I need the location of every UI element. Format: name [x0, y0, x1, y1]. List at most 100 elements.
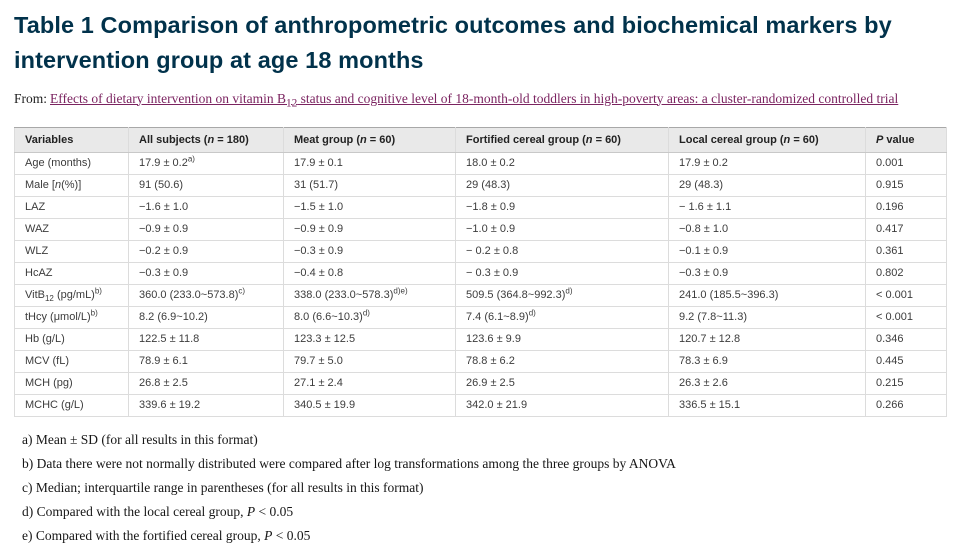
value-cell: −0.1 ± 0.9: [668, 239, 866, 263]
table-row: tHcy (μmol/L)b) 8.2 (6.9~10.2) 8.0 (6.6~10…: [14, 305, 947, 329]
variable-cell: WLZ: [14, 239, 129, 263]
value-cell: 91 (50.6): [128, 173, 284, 197]
footnote-e: e) Compared with the fortified cereal gr…: [22, 528, 311, 544]
value-cell: 79.7 ± 5.0: [283, 349, 456, 373]
variable-cell: Age (months): [14, 151, 129, 175]
value-cell: −0.9 ± 0.9: [283, 217, 456, 241]
value-cell: 8.0 (6.6~10.3)d): [283, 305, 456, 329]
table-row: Hb (g/L) 122.5 ± 11.8 123.3 ± 12.5 123.6 ± …: [14, 327, 947, 351]
value-cell: −0.3 ± 0.9: [668, 261, 866, 285]
footnote-a: a) Mean ± SD (for all results in this fo…: [22, 431, 258, 447]
value-cell: −0.9 ± 0.9: [128, 217, 284, 241]
table-row: Age (months) 17.9 ± 0.2a) 17.9 ± 0.1 18.0 ±…: [14, 151, 947, 175]
variable-cell: tHcy (μmol/L)b): [14, 305, 129, 329]
value-cell: 17.9 ± 0.2: [668, 151, 866, 175]
value-cell: −0.3 ± 0.9: [128, 261, 284, 285]
table-row: LAZ −1.6 ± 1.0 −1.5 ± 1.0 −1.8 ± 0.9− 1.6 ±…: [14, 195, 947, 219]
value-cell: −1.6 ± 1.0: [128, 195, 284, 219]
value-cell: 31 (51.7): [283, 173, 456, 197]
table-header-row: Variables All subjects (n = 180) Meat grou…: [14, 126, 947, 153]
variable-cell: Male [n(%)]: [14, 173, 129, 197]
value-cell: 338.0 (233.0~578.3)d)e): [283, 283, 456, 307]
value-cell: 26.8 ± 2.5: [128, 371, 284, 395]
table-row: WLZ −0.2 ± 0.9 −0.3 ± 0.9− 0.2 ± 0.8 −0.1 ±…: [14, 239, 947, 263]
value-cell: < 0.001: [865, 305, 947, 329]
value-cell: −1.8 ± 0.9: [455, 195, 669, 219]
value-cell: − 1.6 ± 1.1: [668, 195, 866, 219]
column-header: Variables: [14, 126, 129, 153]
source-line: From: Effects of dietary intervention on …: [14, 89, 942, 113]
value-cell: 18.0 ± 0.2: [455, 151, 669, 175]
value-cell: 7.4 (6.1~8.9)d): [455, 305, 669, 329]
value-cell: −0.3 ± 0.9: [283, 239, 456, 263]
value-cell: − 0.2 ± 0.8: [455, 239, 669, 263]
value-cell: 120.7 ± 12.8: [668, 327, 866, 351]
value-cell: 17.9 ± 0.2a): [128, 151, 284, 175]
value-cell: 9.2 (7.8~11.3): [668, 305, 866, 329]
value-cell: 0.915: [865, 173, 947, 197]
variable-cell: Hb (g/L): [14, 327, 129, 351]
variable-cell: HcAZ: [14, 261, 129, 285]
column-header: P value: [865, 126, 947, 153]
value-cell: −0.8 ± 1.0: [668, 217, 866, 241]
variable-cell: LAZ: [14, 195, 129, 219]
value-cell: −1.0 ± 0.9: [455, 217, 669, 241]
value-cell: 0.001: [865, 151, 947, 175]
table-row: MCHC (g/L) 339.6 ± 19.2 340.5 ± 19.9 342.0 …: [14, 393, 947, 417]
value-cell: 26.9 ± 2.5: [455, 371, 669, 395]
value-cell: 509.5 (364.8~992.3)d): [455, 283, 669, 307]
value-cell: 29 (48.3): [455, 173, 669, 197]
footnote-d: d) Compared with the local cereal group,…: [22, 504, 294, 520]
table-row: VitB12 (pg/mL)b) 360.0 (233.0~573.8)c) 338…: [14, 283, 947, 307]
column-header: Fortified cereal group (n = 60): [455, 126, 669, 153]
variable-cell: WAZ: [14, 217, 129, 241]
value-cell: 8.2 (6.9~10.2): [128, 305, 284, 329]
value-cell: 0.266: [865, 393, 947, 417]
value-cell: 360.0 (233.0~573.8)c): [128, 283, 284, 307]
column-header: All subjects (n = 180): [128, 126, 284, 153]
value-cell: 339.6 ± 19.2: [128, 393, 284, 417]
value-cell: 0.361: [865, 239, 947, 263]
value-cell: 0.417: [865, 217, 947, 241]
source-article-link[interactable]: Effects of dietary intervention on vitam…: [50, 90, 899, 110]
footnote-b: b) Data there were not normally distribu…: [22, 455, 676, 471]
value-cell: 241.0 (185.5~396.3): [668, 283, 866, 307]
variable-cell: MCHC (g/L): [14, 393, 129, 417]
footnotes: a) Mean ± SD (for all results in this fo…: [14, 430, 946, 545]
value-cell: 29 (48.3): [668, 173, 866, 197]
value-cell: 0.445: [865, 349, 947, 373]
value-cell: −1.5 ± 1.0: [283, 195, 456, 219]
value-cell: 0.802: [865, 261, 947, 285]
value-cell: 342.0 ± 21.9: [455, 393, 669, 417]
value-cell: −0.4 ± 0.8: [283, 261, 456, 285]
value-cell: 27.1 ± 2.4: [283, 371, 456, 395]
value-cell: 0.346: [865, 327, 947, 351]
value-cell: 336.5 ± 15.1: [668, 393, 866, 417]
page-title: Table 1 Comparison of anthropometric out…: [14, 12, 892, 74]
value-cell: 78.3 ± 6.9: [668, 349, 866, 373]
results-table: Variables All subjects (n = 180) Meat grou…: [14, 126, 947, 417]
variable-cell: MCV (fL): [14, 349, 129, 373]
value-cell: − 0.3 ± 0.9: [455, 261, 669, 285]
variable-cell: MCH (pg): [14, 371, 129, 395]
value-cell: 340.5 ± 19.9: [283, 393, 456, 417]
variable-cell: VitB12 (pg/mL)b): [14, 283, 129, 307]
table-row: Male [n(%)] 91 (50.6) 31 (51.7) 29 (48.3) 29…: [14, 173, 947, 197]
column-header: Local cereal group (n = 60): [668, 126, 866, 153]
table-row: HcAZ −0.3 ± 0.9 −0.4 ± 0.8− 0.3 ± 0.9 −0.3 …: [14, 261, 947, 285]
value-cell: 0.215: [865, 371, 947, 395]
value-cell: −0.2 ± 0.9: [128, 239, 284, 263]
value-cell: < 0.001: [865, 283, 947, 307]
table-row: MCV (fL) 78.9 ± 6.1 79.7 ± 5.0 78.8 ± 6.2 78…: [14, 349, 947, 373]
value-cell: 123.6 ± 9.9: [455, 327, 669, 351]
table-row: WAZ −0.9 ± 0.9 −0.9 ± 0.9 −1.0 ± 0.9 −0.8 ± …: [14, 217, 947, 241]
table-body: Age (months) 17.9 ± 0.2a) 17.9 ± 0.1 18.0 ±…: [14, 151, 947, 417]
table-row: MCH (pg) 26.8 ± 2.5 27.1 ± 2.4 26.9 ± 2.5 26…: [14, 371, 947, 395]
value-cell: 122.5 ± 11.8: [128, 327, 284, 351]
footnote-c: c) Median; interquartile range in parent…: [22, 479, 424, 495]
value-cell: 78.8 ± 6.2: [455, 349, 669, 373]
value-cell: 17.9 ± 0.1: [283, 151, 456, 175]
value-cell: 123.3 ± 12.5: [283, 327, 456, 351]
from-label: From:: [14, 90, 48, 106]
